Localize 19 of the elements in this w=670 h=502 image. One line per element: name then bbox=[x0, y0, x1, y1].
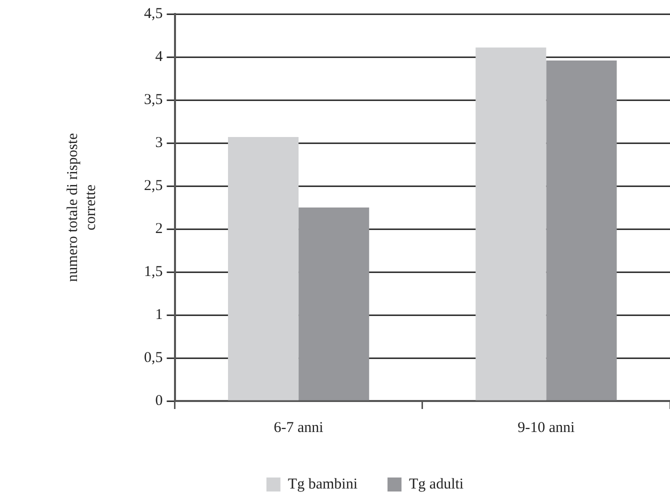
x-tick-label: 9-10 anni bbox=[518, 420, 575, 436]
bar bbox=[228, 136, 299, 400]
legend-label: Tg bambini bbox=[288, 476, 358, 492]
y-tick-label: 0,5 bbox=[144, 350, 163, 366]
y-tick-label: 4,5 bbox=[144, 6, 163, 22]
y-tick-label: 4 bbox=[155, 48, 164, 65]
y-tick-label: 2 bbox=[155, 220, 163, 237]
bar bbox=[298, 208, 370, 400]
y-tick-label: 1,5 bbox=[144, 264, 163, 280]
y-tick-label: 0 bbox=[155, 392, 163, 409]
y-tick-label: 2,5 bbox=[144, 178, 163, 194]
x-tick-label: 6-7 anni bbox=[274, 420, 324, 436]
bar bbox=[546, 60, 617, 400]
y-tick-label: 3 bbox=[155, 134, 163, 151]
y-axis-title: numero totale di risposte corrette bbox=[64, 132, 99, 282]
legend-label: Tg adulti bbox=[409, 476, 464, 492]
y-tick-label: 1 bbox=[155, 306, 163, 323]
bar bbox=[476, 48, 546, 400]
y-tick-label: 3,5 bbox=[144, 92, 163, 108]
